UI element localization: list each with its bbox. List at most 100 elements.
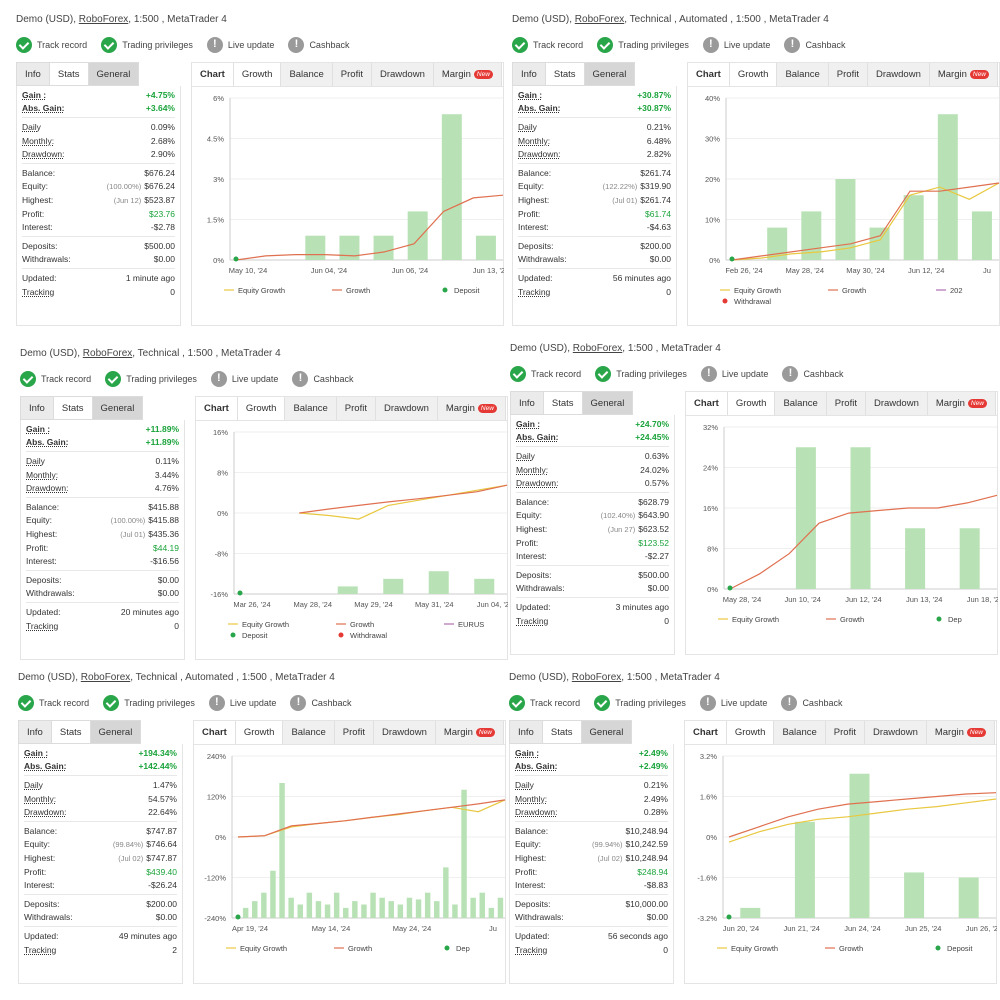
check-circle-icon xyxy=(20,371,36,387)
badge-cashback[interactable]: Cashback xyxy=(290,695,351,711)
tab-info[interactable]: Info xyxy=(509,720,542,744)
tab-margin[interactable]: Margin New xyxy=(433,63,502,86)
tab-profit[interactable]: Profit xyxy=(826,392,866,415)
stat-label: Abs. Gain: xyxy=(24,761,67,772)
badge-live-update[interactable]: Live update xyxy=(702,37,770,53)
tab-stats[interactable]: Stats xyxy=(52,396,92,420)
badge-trading-privileges[interactable]: Trading privileges xyxy=(101,37,193,53)
stat-value: +11.89% xyxy=(145,437,179,448)
info-circle-icon xyxy=(702,37,719,53)
tab-balance[interactable]: Balance xyxy=(777,63,829,86)
stat-label: Gain : xyxy=(518,89,543,100)
tab-chart[interactable]: Chart xyxy=(196,397,238,420)
badge-cashback[interactable]: Cashback xyxy=(784,37,845,53)
badge-track-record[interactable]: Track record xyxy=(18,695,89,711)
tab-general[interactable]: General xyxy=(87,62,140,86)
stat-value: $248.94 xyxy=(637,866,668,877)
tab-drawdown[interactable]: Drawdown xyxy=(373,721,436,744)
tab-profit[interactable]: Profit xyxy=(825,721,865,744)
badge-trading-privileges[interactable]: Trading privileges xyxy=(103,695,195,711)
chart-tabs: Chart Growth Balance Profit Drawdown Margin Ne… xyxy=(688,63,999,87)
badge-live-update[interactable]: Live update xyxy=(210,371,278,387)
tab-profit[interactable]: Profit xyxy=(828,63,868,86)
tab-balance[interactable]: Balance xyxy=(281,63,333,86)
tab-profit[interactable]: Profit xyxy=(334,721,374,744)
tab-stats[interactable]: Stats xyxy=(50,720,90,744)
badge-track-record[interactable]: Track record xyxy=(509,695,580,711)
tab-drawdown[interactable]: Drawdown xyxy=(867,63,930,86)
badge-track-record[interactable]: Track record xyxy=(510,366,581,382)
tab-general[interactable]: General xyxy=(580,720,633,744)
tab-profit[interactable]: Profit xyxy=(336,397,376,420)
tab-growth[interactable]: Growth xyxy=(237,397,286,420)
tab-profit[interactable]: Profit xyxy=(332,63,372,86)
badge-track-record[interactable]: Track record xyxy=(512,37,583,53)
tab-growth[interactable]: Growth xyxy=(235,721,284,744)
tab-growth[interactable]: Growth xyxy=(233,63,282,86)
tab-margin[interactable]: Margin New xyxy=(927,392,996,415)
tab-drawdown[interactable]: Drawdown xyxy=(865,392,928,415)
tab-growth[interactable]: Growth xyxy=(726,721,775,744)
tab-balance[interactable]: Balance xyxy=(774,721,826,744)
tab-chart[interactable]: Chart xyxy=(194,721,236,744)
tab-info[interactable]: Info xyxy=(510,391,543,415)
tab-balance[interactable]: Balance xyxy=(775,392,827,415)
stat-label: Monthly: xyxy=(26,469,59,480)
tab-growth[interactable]: Growth xyxy=(727,392,776,415)
stat-row: Abs. Gain: +24.45% xyxy=(516,431,669,445)
badge-live-update[interactable]: Live update xyxy=(208,695,276,711)
badge-trading-privileges[interactable]: Trading privileges xyxy=(597,37,689,53)
tab-drawdown[interactable]: Drawdown xyxy=(375,397,438,420)
x-tick-label: Jun 20, '24 xyxy=(723,924,759,933)
broker-link[interactable]: RoboForex xyxy=(82,348,133,359)
stat-sub: (122.22%) xyxy=(602,182,638,192)
legend-label: Dep xyxy=(456,944,470,953)
badge-live-update[interactable]: Live update xyxy=(206,37,274,53)
broker-link[interactable]: RoboForex xyxy=(574,14,625,25)
badge-trading-privileges[interactable]: Trading privileges xyxy=(595,366,687,382)
stat-value: 0.11% xyxy=(155,455,179,466)
broker-link[interactable]: RoboForex xyxy=(571,672,622,683)
tab-info[interactable]: Info xyxy=(20,396,53,420)
tab-stats[interactable]: Stats xyxy=(48,62,88,86)
badge-live-update[interactable]: Live update xyxy=(700,366,768,382)
badge-track-record[interactable]: Track record xyxy=(20,371,91,387)
broker-link[interactable]: RoboForex xyxy=(78,14,129,25)
tab-chart[interactable]: Chart xyxy=(192,63,234,86)
broker-link[interactable]: RoboForex xyxy=(572,343,623,354)
tab-margin[interactable]: Margin New xyxy=(435,721,504,744)
tab-chart[interactable]: Chart xyxy=(685,721,727,744)
tab-chart[interactable]: Chart xyxy=(688,63,730,86)
stat-row: Updated: 1 minute ago xyxy=(22,271,175,285)
tab-stats[interactable]: Stats xyxy=(541,720,581,744)
stat-value: 1.47% xyxy=(152,779,177,790)
tab-info[interactable]: Info xyxy=(16,62,49,86)
tab-balance[interactable]: Balance xyxy=(283,721,335,744)
badge-cashback[interactable]: Cashback xyxy=(782,366,843,382)
tab-drawdown[interactable]: Drawdown xyxy=(864,721,927,744)
tab-general[interactable]: General xyxy=(91,396,144,420)
badge-cashback[interactable]: Cashback xyxy=(781,695,842,711)
tab-margin[interactable]: Margin New xyxy=(929,63,998,86)
tab-growth[interactable]: Growth xyxy=(729,63,778,86)
broker-link[interactable]: RoboForex xyxy=(80,672,131,683)
tab-chart[interactable]: Chart xyxy=(686,392,728,415)
badge-live-update[interactable]: Live update xyxy=(699,695,767,711)
tab-general[interactable]: General xyxy=(89,720,142,744)
badge-trading-privileges[interactable]: Trading privileges xyxy=(105,371,197,387)
tab-info[interactable]: Info xyxy=(512,62,545,86)
badge-cashback[interactable]: Cashback xyxy=(292,371,353,387)
badge-trading-privileges[interactable]: Trading privileges xyxy=(594,695,686,711)
tab-margin[interactable]: Margin New xyxy=(926,721,995,744)
tab-general[interactable]: General xyxy=(583,62,636,86)
tab-stats[interactable]: Stats xyxy=(542,391,582,415)
legend-label: Deposit xyxy=(454,286,480,295)
tab-balance[interactable]: Balance xyxy=(285,397,337,420)
tab-info[interactable]: Info xyxy=(18,720,51,744)
badge-track-record[interactable]: Track record xyxy=(16,37,87,53)
tab-margin[interactable]: Margin New xyxy=(437,397,506,420)
tab-drawdown[interactable]: Drawdown xyxy=(371,63,434,86)
badge-cashback[interactable]: Cashback xyxy=(288,37,349,53)
tab-general[interactable]: General xyxy=(581,391,634,415)
tab-stats[interactable]: Stats xyxy=(544,62,584,86)
